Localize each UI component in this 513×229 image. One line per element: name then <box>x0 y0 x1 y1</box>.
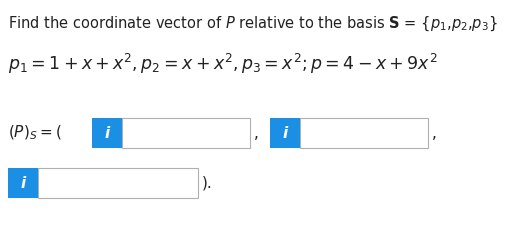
Text: ,: , <box>432 125 437 141</box>
Bar <box>270 118 300 148</box>
Bar <box>8 168 38 198</box>
Text: $(P)_S = ($: $(P)_S = ($ <box>8 124 62 142</box>
Text: i: i <box>104 125 110 141</box>
Text: i: i <box>21 175 26 191</box>
Text: i: i <box>282 125 288 141</box>
Text: Find the coordinate vector of $\mathit{P}$ relative to the basis $\mathit{\mathb: Find the coordinate vector of $\mathit{P… <box>8 15 498 33</box>
Bar <box>122 118 250 148</box>
Text: ).: ). <box>202 175 213 191</box>
Bar <box>38 168 198 198</box>
Bar <box>300 118 428 148</box>
Text: $p_1 = 1+x+x^2, p_2 = x+x^2, p_3 = x^2; p = 4-x+9x^2$: $p_1 = 1+x+x^2, p_2 = x+x^2, p_3 = x^2; … <box>8 52 438 76</box>
Text: ,: , <box>254 125 259 141</box>
Bar <box>92 118 122 148</box>
